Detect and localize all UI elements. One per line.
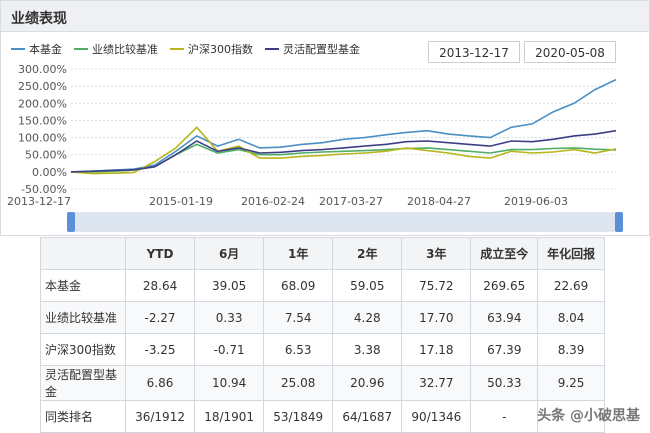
legend-swatch [74,48,88,50]
table-cell: 10.94 [194,365,265,401]
y-tick-label: 0.00% [32,166,67,179]
row-label: 本基金 [40,269,126,302]
table-row: 业绩比较基准 -2.27 0.33 7.54 4.28 17.70 63.94 … [40,301,605,334]
table-cell: 67.39 [470,333,539,366]
navigator-selection[interactable] [75,213,615,231]
table-cell: 9.25 [537,365,605,401]
performance-panel: 业绩表现 本基金 业绩比较基准 沪深300指数 灵活配置型基金 2013-12-… [0,0,650,236]
legend-item-hs300[interactable]: 沪深300指数 [170,41,253,57]
y-tick-label: 200.00% [18,97,67,110]
x-tick-label: 2019-06-03 [504,195,568,208]
y-tick-label: -50.00% [21,183,67,196]
panel-header: 业绩表现 [1,1,649,32]
table-cell: 22.69 [537,269,605,302]
table-cell: 18/1901 [194,400,265,433]
table-cell: -2.27 [124,301,196,334]
navigator-handle-right[interactable] [615,212,623,232]
table-cell: -0.71 [194,333,265,366]
row-label: 沪深300指数 [40,333,126,366]
table-cell: 90/1346 [401,400,472,433]
table-header-cell: 1年 [263,237,334,270]
table-row: 本基金 28.64 39.05 68.09 59.05 75.72 269.65… [40,269,605,302]
legend-swatch [265,48,279,50]
table-cell: -3.25 [124,333,196,366]
table-cell: 32.77 [401,365,472,401]
y-tick-label: 50.00% [25,149,67,162]
row-label: 同类排名 [40,400,126,433]
y-tick-label: 300.00% [18,63,67,76]
table-cell: 8.39 [537,333,605,366]
table-cell: 75.72 [401,269,472,302]
series-line-0 [70,78,617,173]
legend-label: 本基金 [29,43,62,56]
table-cell: 6.53 [263,333,334,366]
table-cell: 20.96 [332,365,403,401]
table-cell: 68.09 [263,269,334,302]
table-header-cell [40,237,126,270]
legend-item-benchmark[interactable]: 业绩比较基准 [74,41,158,57]
table-cell: 17.18 [401,333,472,366]
start-date-input[interactable]: 2013-12-17 [428,41,520,63]
table-header-cell: 2年 [332,237,403,270]
table-cell: 36/1912 [124,400,196,433]
table-cell: 28.64 [124,269,196,302]
legend-label: 灵活配置型基金 [283,43,360,56]
table-cell: 3.38 [332,333,403,366]
table-cell: 64/1687 [332,400,403,433]
table-cell: 25.08 [263,365,334,401]
legend-item-fund[interactable]: 本基金 [11,41,62,57]
performance-chart: 300.00% 250.00% 200.00% 150.00% 100.00% 50.00… [7,63,623,232]
watermark: 头条 @小破思基 [537,408,640,424]
range-navigator[interactable] [67,212,623,232]
legend-label: 业绩比较基准 [92,43,158,56]
chart-legend: 本基金 业绩比较基准 沪深300指数 灵活配置型基金 [11,41,360,57]
series-line-2 [70,126,617,175]
y-tick-label: 250.00% [18,80,67,93]
table-cell: 269.65 [470,269,539,302]
performance-table: YTD 6月 1年 2年 3年 成立至今 年化回报 本基金 28.64 39.0… [40,237,605,433]
table-row: 同类排名 36/1912 18/1901 53/1849 64/1687 90/… [40,400,605,433]
table-cell: - [470,400,539,433]
table-header-cell: YTD [124,237,196,270]
table-row: 沪深300指数 -3.25 -0.71 6.53 3.38 17.18 67.3… [40,333,605,366]
x-tick-label: 2015-01-19 [149,195,213,208]
table-cell: 4.28 [332,301,403,334]
row-label: 业绩比较基准 [40,301,126,334]
table-header-cell: 成立至今 [470,237,539,270]
table-cell: 6.86 [124,365,196,401]
panel-title: 业绩表现 [11,11,67,27]
table-cell: 50.33 [470,365,539,401]
series-line-3 [70,129,617,173]
y-tick-label: 100.00% [18,132,67,145]
table-header-cell: 3年 [401,237,472,270]
table-cell: 63.94 [470,301,539,334]
table-row: 灵活配置型基金 6.86 10.94 25.08 20.96 32.77 50.… [40,365,605,401]
x-tick-label: 2013-12-17 [7,195,71,208]
table-cell [537,400,605,433]
legend-swatch [11,48,25,50]
table-header-cell: 年化回报 [537,237,605,270]
legend-swatch [170,48,184,50]
end-date-input[interactable]: 2020-05-08 [524,41,616,63]
x-tick-label: 2016-02-24 [241,195,305,208]
table-header-row: YTD 6月 1年 2年 3年 成立至今 年化回报 [40,237,605,270]
x-tick-label: 2018-04-27 [407,195,471,208]
table-cell: 7.54 [263,301,334,334]
y-tick-label: 150.00% [18,114,67,127]
table-cell: 0.33 [194,301,265,334]
legend-item-peer[interactable]: 灵活配置型基金 [265,41,360,57]
x-tick-label: 2017-03-27 [319,195,383,208]
table-cell: 59.05 [332,269,403,302]
table-header-cell: 6月 [194,237,265,270]
legend-label: 沪深300指数 [188,43,253,56]
row-label: 灵活配置型基金 [40,365,126,401]
table-cell: 17.70 [401,301,472,334]
table-cell: 39.05 [194,269,265,302]
navigator-handle-left[interactable] [67,212,75,232]
table-cell: 53/1849 [263,400,334,433]
table-cell: 8.04 [537,301,605,334]
